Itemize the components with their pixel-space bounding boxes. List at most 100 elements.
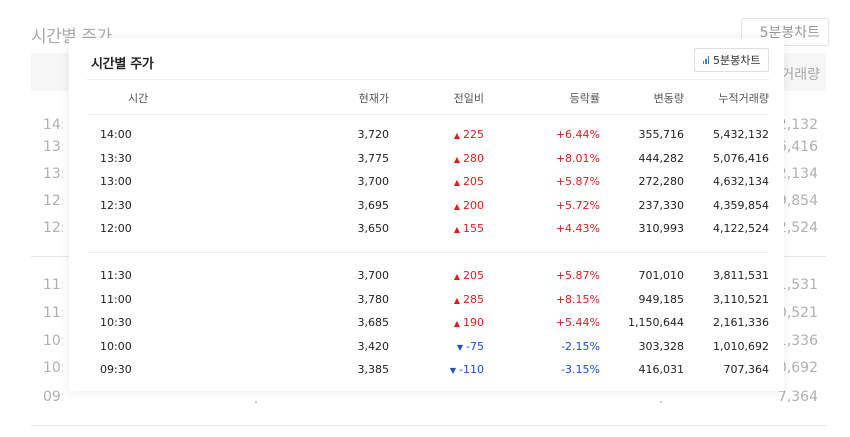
background-time-label: 12:00 bbox=[43, 220, 63, 236]
triangle-up-icon: ▲ bbox=[453, 225, 460, 234]
five-minute-chart-button[interactable]: 5분봉차트 bbox=[694, 48, 769, 72]
cell-price: 3,780 bbox=[357, 292, 390, 306]
cell-diff: ▲ 205 bbox=[454, 269, 484, 282]
cell-price: 3,700 bbox=[357, 175, 390, 188]
background-time-label: 11:30 bbox=[43, 277, 63, 293]
header-diff: 전일비 bbox=[453, 92, 484, 105]
header-time: 시간 bbox=[128, 92, 149, 105]
cell-diff: ▲ 205 bbox=[454, 175, 484, 188]
triangle-up-icon: ▲ bbox=[453, 295, 460, 305]
cell-accumulated-volume: 4,359,854 bbox=[713, 198, 769, 212]
background-volume-value: 1,336 bbox=[777, 333, 818, 349]
cell-rate: +5.87% bbox=[555, 269, 600, 282]
cell-time: 09:30 bbox=[100, 363, 132, 376]
background-time-label: 10:30 bbox=[43, 333, 63, 349]
panel-title: 시간별 주가 bbox=[91, 57, 154, 72]
hourly-price-panel: 시간별 주가 5분봉차트 시간 현재가 전일비 등락률 변동량 누적거래량 14… bbox=[69, 38, 784, 391]
cell-diff-value: -110 bbox=[459, 363, 484, 376]
cell-diff: ▲ 225 bbox=[454, 128, 484, 141]
cell-time: 13:00 bbox=[100, 175, 132, 188]
cell-price: 3,695 bbox=[357, 198, 390, 212]
cell-rate: +6.44% bbox=[555, 128, 600, 141]
triangle-up-icon: ▲ bbox=[453, 201, 460, 211]
background-volume-value: 0,521 bbox=[777, 305, 818, 321]
cell-volume: 949,185 bbox=[638, 292, 685, 306]
cell-accumulated-volume: 3,110,521 bbox=[713, 292, 769, 306]
cell-time: 10:00 bbox=[100, 339, 132, 353]
cell-price: 3,700 bbox=[357, 269, 390, 282]
cell-rate: +5.44% bbox=[555, 316, 600, 329]
cell-volume: 416,031 bbox=[638, 363, 685, 376]
cell-volume: 355,716 bbox=[638, 128, 685, 141]
cell-volume: 303,328 bbox=[638, 339, 685, 353]
cell-accumulated-volume: 5,432,132 bbox=[713, 128, 769, 141]
table-row: 12:30 3,695 ▲ 200 +5.72% 237,330 4,359,854 bbox=[87, 196, 769, 216]
chart-button-label: 5분봉차트 bbox=[713, 54, 761, 67]
cell-rate: -3.15% bbox=[561, 363, 600, 376]
cell-diff-value: 285 bbox=[463, 292, 484, 306]
cell-time: 10:30 bbox=[100, 316, 132, 329]
cell-diff-value: 190 bbox=[463, 316, 484, 329]
table-row: 12:00 3,650 ▲ 155 +4.43% 310,993 4,122,524 bbox=[87, 219, 769, 239]
cell-volume: 272,280 bbox=[638, 175, 685, 188]
table-row: 10:30 3,685 ▲ 190 +5.44% 1,150,644 2,161,336 bbox=[87, 313, 769, 333]
background-chart-button[interactable]: 5분봉차트 bbox=[741, 18, 829, 46]
background-time-label: 10:00 bbox=[43, 360, 63, 376]
cell-accumulated-volume: 5,076,416 bbox=[713, 151, 769, 165]
triangle-up-icon: ▲ bbox=[453, 178, 460, 187]
cell-rate: +5.87% bbox=[555, 175, 600, 188]
cell-diff-value: 205 bbox=[463, 175, 484, 188]
background-volume-value: 0,692 bbox=[777, 360, 818, 376]
cell-accumulated-volume: 3,811,531 bbox=[713, 269, 769, 282]
background-volume-value: 7,364 bbox=[777, 389, 818, 405]
cell-price: 3,650 bbox=[357, 222, 390, 235]
cell-time: 14:00 bbox=[100, 128, 132, 141]
cell-volume: 701,010 bbox=[638, 269, 685, 282]
table-row: 11:00 3,780 ▲ 285 +8.15% 949,185 3,110,521 bbox=[87, 290, 769, 310]
triangle-up-icon: ▲ bbox=[453, 272, 460, 281]
cell-volume: 444,282 bbox=[638, 151, 685, 165]
background-volume-value: 6,416 bbox=[777, 139, 818, 155]
cell-time: 12:30 bbox=[100, 198, 132, 212]
cell-accumulated-volume: 707,364 bbox=[723, 363, 770, 376]
background-bottom-line bbox=[31, 425, 826, 426]
cell-accumulated-volume: 4,122,524 bbox=[713, 222, 769, 235]
bar-chart-icon bbox=[702, 56, 709, 64]
cell-accumulated-volume: 2,161,336 bbox=[713, 316, 769, 329]
background-volume-value: 2,132 bbox=[777, 117, 818, 133]
background-dot bbox=[255, 401, 257, 403]
cell-diff: ▲ 155 bbox=[454, 222, 484, 235]
group-divider bbox=[87, 252, 769, 253]
background-volume-value: 1,531 bbox=[777, 277, 818, 293]
cell-diff: ▲ 280 bbox=[454, 152, 484, 165]
cell-rate: +8.01% bbox=[555, 151, 600, 165]
table-row: 09:30 3,385 ▼ -110 -3.15% 416,031 707,364 bbox=[87, 360, 769, 380]
background-time-label: 11:00 bbox=[43, 305, 63, 321]
header-accumulated-volume: 누적거래량 bbox=[718, 92, 769, 105]
table-row: 13:30 3,775 ▲ 280 +8.01% 444,282 5,076,416 bbox=[87, 149, 769, 169]
cell-diff: ▲ 190 bbox=[454, 316, 484, 329]
background-time-label: 13:00 bbox=[43, 166, 63, 182]
triangle-up-icon: ▲ bbox=[453, 154, 460, 164]
cell-price: 3,720 bbox=[357, 128, 390, 141]
background-time-label: 14:00 bbox=[43, 117, 63, 133]
cell-time: 11:00 bbox=[100, 292, 132, 306]
cell-price: 3,685 bbox=[357, 316, 390, 329]
cell-diff-value: -75 bbox=[466, 339, 484, 353]
background-time-label: 12:30 bbox=[43, 193, 63, 209]
background-dot bbox=[660, 401, 662, 403]
cell-diff: ▲ 200 bbox=[454, 199, 484, 212]
table-row: 11:30 3,700 ▲ 205 +5.87% 701,010 3,811,531 bbox=[87, 266, 769, 286]
cell-diff-value: 155 bbox=[463, 222, 484, 235]
background-time-label: 09:30 bbox=[43, 389, 63, 405]
triangle-down-icon: ▼ bbox=[449, 366, 457, 375]
background-header-volume: 거래량 bbox=[781, 67, 820, 83]
header-volume: 변동량 bbox=[653, 92, 684, 105]
cell-volume: 1,150,644 bbox=[628, 316, 684, 329]
background-time-label: 13:30 bbox=[43, 139, 63, 155]
cell-accumulated-volume: 4,632,134 bbox=[713, 175, 769, 188]
cell-rate: +5.72% bbox=[555, 198, 600, 212]
cell-volume: 237,330 bbox=[638, 198, 685, 212]
table-header: 시간 현재가 전일비 등락률 변동량 누적거래량 bbox=[87, 79, 769, 115]
cell-diff: ▼ -110 bbox=[450, 363, 484, 376]
